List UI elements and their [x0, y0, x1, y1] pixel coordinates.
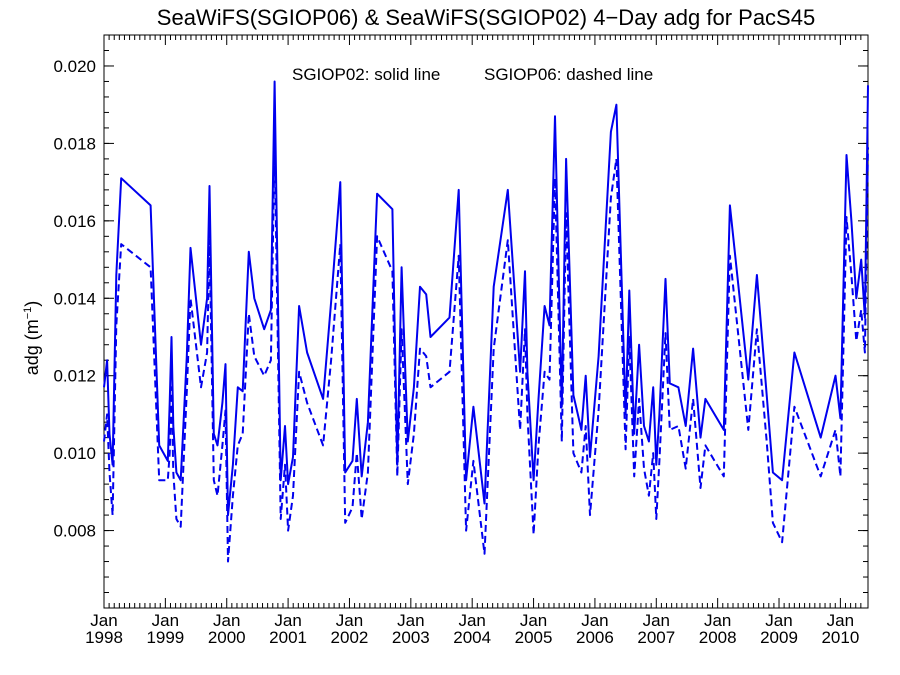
y-axis-label: adg (m−1): [22, 301, 42, 376]
y-tick-label: 0.014: [53, 289, 96, 308]
y-tick-label: 0.016: [53, 212, 96, 231]
x-tick-month: Jan: [520, 611, 547, 630]
plot-area: 0.0080.0100.0120.0140.0160.0180.020Jan19…: [53, 34, 869, 647]
x-tick-year: 1998: [85, 628, 123, 647]
y-axis-label-exponent: −1: [22, 307, 34, 320]
series-line-sgiop06: [103, 142, 869, 563]
x-tick-year: 2004: [453, 628, 491, 647]
x-tick-month: Jan: [704, 611, 731, 630]
x-tick-month: Jan: [152, 611, 179, 630]
x-tick-year: 2009: [760, 628, 798, 647]
x-tick-month: Jan: [274, 611, 301, 630]
y-axis-label-main: adg (m: [22, 319, 42, 375]
annotation-dashed: SGIOP06: dashed line: [484, 65, 653, 84]
y-tick-label: 0.018: [53, 134, 96, 153]
x-tick-year: 2005: [515, 628, 553, 647]
x-tick-year: 2001: [269, 628, 307, 647]
y-tick-label: 0.012: [53, 367, 96, 386]
chart-title: SeaWiFS(SGIOP06) & SeaWiFS(SGIOP02) 4−Da…: [157, 5, 815, 30]
series-line-sgiop02: [103, 80, 869, 517]
x-tick-month: Jan: [90, 611, 117, 630]
x-tick-year: 2008: [699, 628, 737, 647]
x-tick-month: Jan: [213, 611, 240, 630]
x-tick-year: 2003: [392, 628, 430, 647]
x-tick-year: 2006: [576, 628, 614, 647]
x-tick-month: Jan: [397, 611, 424, 630]
x-tick-year: 2002: [331, 628, 369, 647]
x-tick-month: Jan: [827, 611, 854, 630]
x-tick-year: 2007: [637, 628, 675, 647]
y-tick-label: 0.008: [53, 522, 96, 541]
plot-frame: [103, 34, 869, 609]
x-tick-month: Jan: [458, 611, 485, 630]
x-tick-month: Jan: [581, 611, 608, 630]
x-tick-year: 1999: [146, 628, 184, 647]
x-tick-year: 2000: [208, 628, 246, 647]
annotation-solid: SGIOP02: solid line: [292, 65, 440, 84]
x-tick-month: Jan: [765, 611, 792, 630]
y-tick-label: 0.020: [53, 57, 96, 76]
y-axis-label-close: ): [22, 301, 42, 307]
y-tick-label: 0.010: [53, 444, 96, 463]
x-tick-month: Jan: [336, 611, 363, 630]
x-tick-year: 2010: [821, 628, 859, 647]
x-tick-month: Jan: [643, 611, 670, 630]
